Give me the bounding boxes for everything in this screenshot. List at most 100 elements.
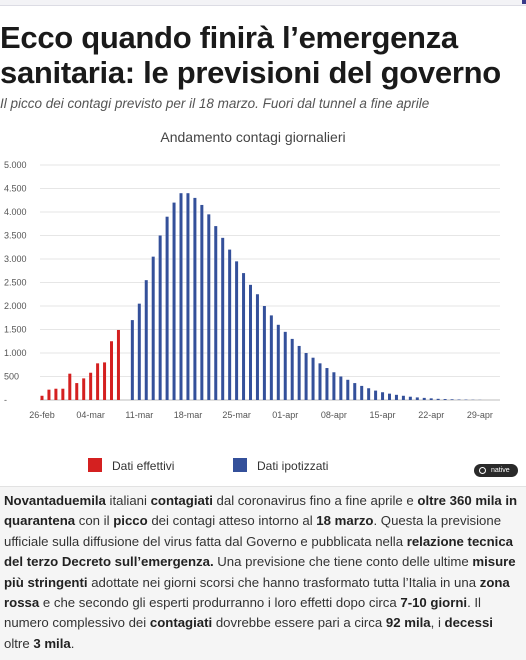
article-text: Novantaduemila [4,493,106,508]
article-text: adottate nei giorni scorsi che hanno tra… [87,574,480,590]
article-text: decessi [444,615,493,631]
menu-accent[interactable] [522,0,526,4]
x-tick-label: 11-mar [125,410,153,420]
bar [235,261,239,400]
bar [130,320,134,400]
bar [103,362,107,400]
article-text: oltre [4,635,34,651]
bar [332,372,336,400]
article-text: . [70,635,75,651]
x-tick-label: 29-apr [467,410,493,420]
bar [367,388,371,400]
article-text: italiani [105,493,151,508]
bar [214,226,218,400]
bar [165,216,169,400]
y-tick-label: 5.000 [4,160,27,170]
bar [401,395,405,400]
bar [297,345,301,400]
article-text: e che secondo gli esperti produrranno i … [39,595,401,611]
bar [193,197,197,400]
bar [200,204,204,400]
bar [450,399,454,400]
bar [394,394,398,400]
bar [381,392,385,400]
article-text: dal coronavirus fino a fine aprile e [212,493,418,508]
top-bar [0,0,526,6]
bar [186,193,190,400]
x-tick-label: 15-apr [370,410,396,420]
y-tick-label: 1.000 [4,348,27,358]
article-text: . Questa la previsione ufficiale sulla d… [4,513,502,549]
bar [228,249,232,400]
y-tick-label: 2.000 [4,301,27,311]
bar [89,372,93,400]
x-tick-label: 01-apr [272,410,298,420]
bar [75,383,79,400]
bar [179,193,183,400]
article-text: dovrebbe essere pari a circa [212,615,386,631]
bar [207,214,211,400]
article-text: relazione tecnica del terzo Decreto sull… [4,533,513,570]
bar [304,353,308,400]
article-body: Novantaduemila italiani contagiati dal c… [0,486,526,660]
legend-swatch [233,458,247,472]
article-text: 7-10 giorni [400,595,468,611]
x-tick-label: 25-mar [222,410,251,420]
article-text: zona rossa [4,574,510,611]
legend-swatch [88,458,102,472]
bar [346,379,350,400]
native-label: native [491,467,510,474]
article-subtitle: Il picco dei contagi previsto per il 18 … [0,96,430,111]
article-text: Una previsione che tiene conto delle ult… [213,554,473,570]
bar [40,395,44,400]
y-tick-label: 3.500 [4,231,27,241]
bar [269,315,273,400]
bar [290,338,294,400]
y-tick-label: 500 [4,372,19,382]
bar [137,303,141,400]
bar [436,398,440,400]
bar [82,378,86,400]
bar [151,256,155,400]
bar [318,363,322,400]
bar [388,393,391,400]
bar [54,388,58,400]
bar [422,397,426,400]
article-text: picco [113,513,148,529]
bar [47,389,51,400]
article-text: . Il numero complessivo dei [4,595,481,631]
legend-label: Dati effettivi [112,459,174,473]
bar [262,306,266,400]
article-text: 18 marzo [316,513,374,529]
bar [276,324,280,400]
article-text: 92 mila [385,615,431,631]
legend-label: Dati ipotizzati [257,459,328,473]
article-text: , i [430,615,445,631]
article-text: 3 mila [33,635,71,651]
bar [61,388,65,400]
bar [360,385,364,400]
bar [68,373,72,400]
native-icon [479,467,486,474]
bar [283,331,287,400]
y-tick-label: 4.000 [4,207,27,217]
article-text: contagiati [150,493,213,508]
bar [325,368,329,400]
article-text: contagiati [149,615,213,631]
y-tick-label: 3.000 [4,254,27,264]
bar [242,273,246,400]
bar [158,235,162,400]
x-tick-label: 18-mar [174,410,203,420]
bar [249,284,252,400]
x-tick-label: 04-mar [76,410,105,420]
bar [415,397,419,400]
chart-figure: Andamento contagi giornalieri - 500 1.000 1.… [0,118,526,480]
y-tick-label: 4.500 [4,184,27,194]
bar [221,237,225,400]
bar [353,383,357,400]
article-text: oltre 360 mila in quarantena [4,493,518,529]
native-badge[interactable]: native [474,464,518,477]
bar [255,294,259,400]
y-tick-label: 1.500 [4,325,27,335]
bar [408,396,412,400]
